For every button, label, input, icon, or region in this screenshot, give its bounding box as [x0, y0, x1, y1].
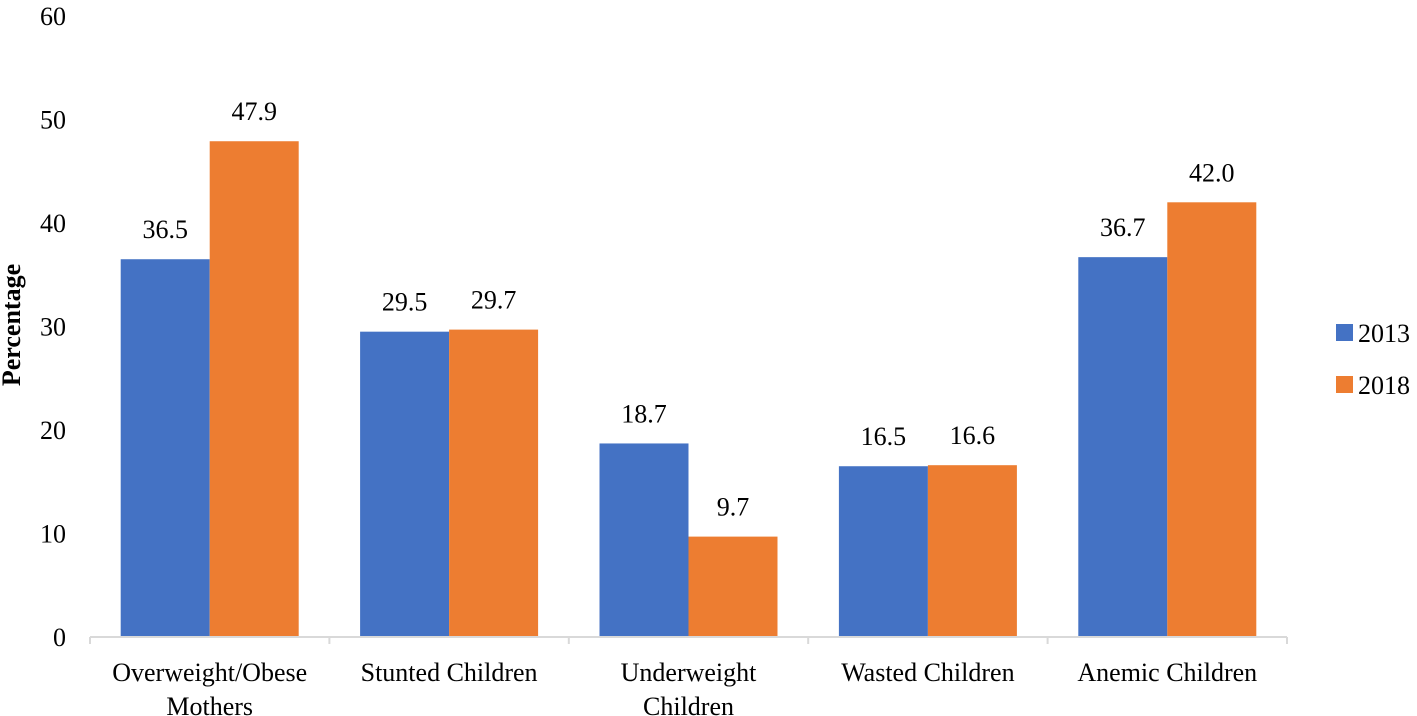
y-tick-label: 60 [40, 2, 66, 31]
bar-2013-3 [838, 466, 928, 637]
y-tick-label: 50 [40, 106, 66, 135]
x-axis-ticks [89, 637, 1288, 644]
data-label: 47.9 [231, 97, 277, 126]
data-label: 42.0 [1189, 158, 1235, 187]
data-labels: 36.5 47.9 29.5 29.7 18.7 9.7 16.5 16.6 36.7 42.0 [142, 97, 1234, 521]
bar-2018-2 [688, 536, 778, 637]
bar-2013-4 [1078, 257, 1168, 637]
bar-2018-3 [927, 465, 1017, 637]
category-label: Anemic Children [1077, 658, 1257, 687]
bar-2018-4 [1167, 202, 1257, 638]
data-label: 18.7 [621, 399, 667, 428]
category-label: Wasted Children [841, 658, 1014, 687]
y-axis-title: Percentage [0, 264, 26, 386]
bar-2013-2 [599, 443, 689, 637]
bars [120, 141, 1257, 638]
bar-2013-1 [360, 331, 450, 637]
category-label: Overweight/Obese [112, 658, 307, 687]
bar-2018-1 [449, 329, 539, 637]
legend-label: 2013 [1358, 319, 1410, 348]
category-labels: Overweight/Obese Mothers Stunted Children U… [112, 658, 1257, 716]
category-label: Stunted Children [361, 658, 538, 687]
legend-swatch-2018 [1336, 376, 1353, 393]
data-label: 9.7 [717, 493, 750, 522]
y-axis-title-group: Percentage [0, 264, 26, 386]
legend-label: 2018 [1358, 371, 1410, 400]
category-label: Children [643, 692, 734, 716]
y-tick-label: 20 [40, 416, 66, 445]
data-label: 16.6 [950, 421, 996, 450]
data-label: 36.5 [142, 215, 188, 244]
y-tick-label: 10 [40, 520, 66, 549]
legend: 2013 2018 [1336, 319, 1410, 400]
y-tick-label: 0 [53, 623, 66, 652]
y-axis-ticks: 0 10 20 30 40 50 60 [40, 2, 66, 652]
category-label: Mothers [166, 692, 253, 716]
category-label: Underweight [621, 658, 758, 687]
bar-2013-0 [120, 259, 210, 637]
data-label: 29.7 [471, 286, 517, 315]
data-label: 29.5 [382, 288, 428, 317]
y-tick-label: 40 [40, 209, 66, 238]
data-label: 36.7 [1100, 213, 1146, 242]
data-label: 16.5 [861, 422, 907, 451]
legend-swatch-2013 [1336, 324, 1353, 341]
y-tick-label: 30 [40, 313, 66, 342]
bar-2018-0 [209, 141, 299, 638]
